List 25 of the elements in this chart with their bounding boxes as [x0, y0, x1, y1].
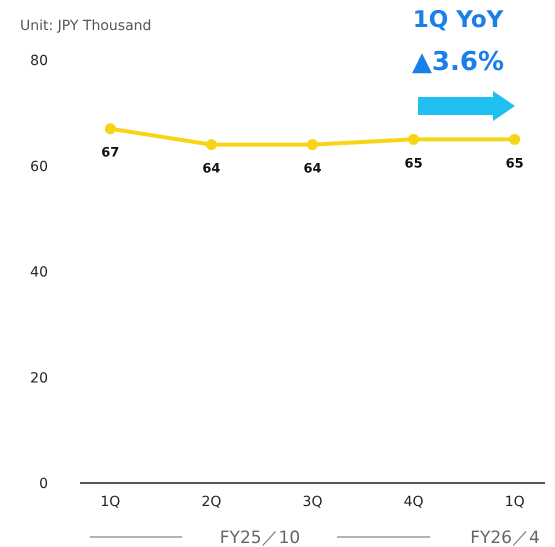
point	[307, 139, 318, 150]
y-tick-label: 20	[30, 370, 48, 386]
point	[206, 139, 217, 150]
point	[104, 123, 116, 134]
y-tick-label: 40	[30, 264, 48, 280]
point	[509, 134, 520, 145]
point	[408, 134, 420, 145]
x-tick-label: 3Q	[302, 494, 322, 510]
y-tick-label: 80	[30, 53, 48, 69]
data-label: 64	[202, 162, 220, 177]
text: FY26／4	[470, 528, 540, 547]
text: Unit: JPY Thousand	[20, 18, 152, 34]
x-tick-label: 1Q	[100, 494, 120, 510]
text: FY25／10	[220, 528, 300, 547]
x-tick-label: 1Q	[504, 494, 525, 510]
x-tick-label: 4Q	[404, 494, 424, 510]
text: 1Q YoY	[412, 7, 504, 33]
data-label: 65	[506, 156, 524, 172]
x-tick-label: 2Q	[201, 494, 222, 510]
y-tick-label: 0	[39, 476, 48, 492]
data-label: 65	[404, 156, 423, 172]
y-tick-label: 60	[30, 158, 48, 175]
data-label: 67	[101, 146, 120, 161]
annotation: ▲3.6%	[412, 47, 504, 77]
data-label: 64	[303, 162, 322, 177]
